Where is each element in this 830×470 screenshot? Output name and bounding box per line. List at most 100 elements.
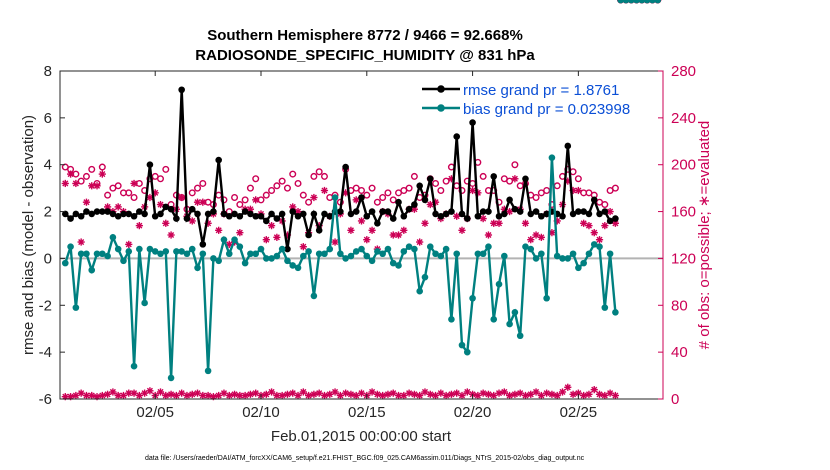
rmse-point [411, 201, 418, 208]
obs-evaluated-marker [267, 222, 276, 230]
bias-point [326, 245, 334, 253]
obs-bottom-marker [442, 391, 450, 400]
y-tick-label: -4 [39, 344, 52, 361]
bias-point [220, 236, 228, 243]
obs-bottom-marker-stroke [146, 387, 153, 394]
bias-point [83, 250, 90, 258]
bias-point [225, 250, 233, 258]
bias-point [183, 250, 191, 258]
obs-evaluated-marker-stroke [268, 222, 275, 229]
bias-point [61, 259, 69, 267]
obs-bottom-marker-stroke [612, 392, 619, 399]
obs-evaluated-marker [585, 222, 593, 230]
obs-evaluated-marker-stroke [215, 227, 222, 234]
bias-point [580, 259, 587, 267]
obs-evaluated-marker-stroke [194, 199, 201, 206]
bias-point [262, 255, 270, 262]
obs-bottom-marker [357, 389, 366, 397]
obs-evaluated-marker-stroke [99, 171, 106, 178]
obs-bottom-marker-stroke [607, 390, 614, 397]
obs-evaluated-marker-stroke [83, 199, 90, 206]
rmse-point [210, 208, 217, 215]
rmse-point [162, 203, 170, 211]
obs-bottom-marker-stroke [554, 392, 561, 399]
obs-bottom-marker-stroke [464, 388, 471, 396]
rmse-point [479, 208, 487, 215]
bias-point [458, 341, 466, 349]
obs-bottom-marker-stroke [533, 388, 540, 396]
bias-point [104, 252, 111, 260]
bias-point [532, 255, 540, 262]
obs-evaluated-marker [93, 182, 101, 190]
obs-bottom-marker [532, 388, 540, 396]
bias-point [352, 248, 360, 255]
bias-point [93, 250, 101, 258]
obs-evaluated-marker-stroke [421, 220, 429, 227]
bias-point [141, 299, 148, 307]
bias-point [247, 250, 254, 258]
obs-evaluated-marker-stroke [527, 236, 534, 243]
rmse-point [532, 208, 540, 215]
bias-point [601, 304, 609, 311]
obs-bottom-marker [331, 388, 339, 396]
x-tick-label: 02/25 [560, 404, 598, 421]
rmse-point [257, 212, 265, 220]
obs-evaluated-marker [178, 193, 186, 202]
obs-evaluated-marker-stroke [332, 238, 339, 246]
obs-bottom-marker-stroke [453, 390, 460, 397]
obs-possible-marker [543, 186, 551, 194]
bias-point [347, 252, 355, 260]
obs-evaluated-marker [320, 186, 329, 195]
obs-evaluated-marker-stroke [601, 222, 608, 229]
obs-bottom-marker [146, 387, 154, 395]
bias-point [606, 250, 614, 258]
rmse-point [141, 210, 148, 218]
obs-possible-marker [601, 201, 609, 209]
obs-bottom-marker-stroke [316, 390, 323, 397]
bias-point [384, 245, 392, 253]
bias-point [199, 250, 207, 258]
obs-bottom-marker-stroke [480, 390, 487, 397]
legend-bias-marker [437, 104, 445, 112]
bias-point [474, 250, 482, 258]
obs-evaluated-marker-stroke [533, 231, 540, 239]
rmse-point [384, 208, 392, 215]
y-tick-label: 2 [44, 204, 52, 221]
obs-bottom-marker-stroke [194, 390, 201, 397]
obs-evaluated-marker-stroke [612, 220, 619, 227]
y-axis-label: rmse and bias (model - observation) [20, 115, 37, 355]
rmse-point [463, 215, 471, 222]
rmse-point [294, 212, 302, 220]
obs-possible-marker [574, 175, 582, 183]
obs-evaluated-marker [458, 226, 466, 234]
rmse-point [199, 241, 207, 248]
bias-point [416, 287, 423, 295]
obs-bottom-marker [585, 390, 593, 398]
obs-possible-marker [194, 184, 202, 192]
plot-area [60, 71, 663, 399]
obs-bottom-marker [548, 390, 556, 398]
obs-evaluated-marker [363, 236, 371, 244]
obs-bottom-marker-stroke [395, 392, 402, 399]
bias-point [585, 250, 593, 258]
obs-evaluated-marker-stroke [189, 217, 196, 224]
obs-bottom-marker-stroke [543, 390, 550, 397]
obs-evaluated-marker [601, 222, 609, 230]
rmse-point [114, 212, 122, 220]
obs-bottom-marker [410, 390, 418, 398]
obs-bottom-marker-stroke [268, 388, 275, 396]
legend-rmse-label: rmse grand pr = 1.8761 [463, 82, 619, 99]
rmse-point [247, 210, 254, 218]
obs-evaluated-marker-stroke [247, 206, 254, 213]
obs-bottom-marker-stroke [390, 390, 397, 397]
bias-point [527, 245, 535, 253]
bias-point [612, 309, 619, 316]
bias-point [194, 264, 201, 272]
obs-bottom-marker [484, 390, 493, 398]
obs-evaluated-marker [61, 179, 69, 188]
bias-point [273, 252, 281, 260]
rmse-point [194, 210, 201, 218]
obs-evaluated-marker-stroke [548, 229, 555, 236]
bias-point [421, 273, 429, 281]
obs-evaluated-marker-stroke [199, 199, 206, 206]
